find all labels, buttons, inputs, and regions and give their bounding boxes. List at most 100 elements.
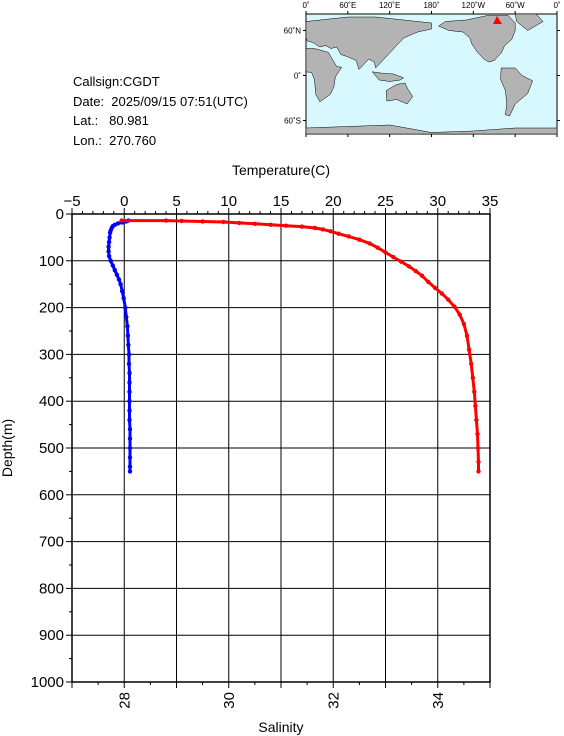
profile-series: [106, 218, 481, 474]
salinity-data-point: [357, 237, 362, 242]
temperature-tick-label: 20: [325, 193, 342, 210]
salinity-data-point: [312, 225, 318, 231]
salinity-data-point: [221, 219, 226, 225]
salinity-tick-label: 30: [221, 692, 238, 709]
salinity-data-point: [469, 361, 474, 366]
salinity-tick-labels: 28 30 32 34: [116, 692, 447, 709]
depth-axis-title: Depth(m): [0, 419, 15, 477]
date-text: Date: 2025/09/15 07:51(UTC): [73, 93, 248, 109]
map-frame: [303, 11, 560, 137]
salinity-data-point: [464, 333, 470, 338]
world-map: 0˚ 60˚E 120˚E 180˚ 120˚W 60˚W 0˚ 60˚N 0˚ 60˚S: [284, 1, 561, 137]
salinity-data-point: [268, 222, 273, 227]
temperature-data-point: [120, 289, 125, 294]
salinity-data-point: [426, 279, 431, 285]
temperature-data-point: [127, 417, 132, 423]
salinity-data-point: [446, 297, 451, 302]
station-marker: [493, 16, 502, 24]
salinity-tick-label: 34: [430, 692, 447, 709]
temperature-tick-label: −5: [63, 193, 80, 210]
temperature-data-point: [126, 352, 132, 357]
temperature-tick-label: 5: [172, 193, 180, 210]
salinity-data-point: [475, 431, 480, 437]
temperature-data-point: [106, 253, 112, 259]
salinity-data-point: [432, 285, 438, 291]
temperature-data-point: [107, 235, 112, 240]
salinity-data-point: [367, 241, 372, 246]
salinity-tick-label: 32: [325, 692, 342, 709]
salinity-data-point: [457, 312, 462, 317]
map-latitude-labels: 60˚N 0˚ 60˚S: [284, 27, 302, 126]
salinity-data-point: [119, 218, 124, 223]
map-latitude-label: 60˚N: [284, 27, 302, 36]
salinity-data-point: [476, 469, 481, 474]
salinity-data-point: [375, 245, 380, 250]
temperature-data-point: [124, 314, 129, 320]
temperature-data-point: [108, 258, 113, 263]
map-longitude-label: 60˚E: [339, 1, 356, 10]
salinity-data-point: [475, 445, 481, 451]
temperature-data-point: [126, 361, 132, 366]
depth-tick-label: 100: [39, 253, 64, 270]
temperature-data-point: [107, 230, 113, 235]
temperature-data-point: [114, 272, 120, 277]
south-america-landmass: [500, 67, 533, 117]
salinity-axis-title: Salinity: [258, 719, 303, 735]
callsign-text: Callsign:CGDT: [73, 74, 160, 89]
depth-tick-label: 700: [39, 534, 64, 551]
salinity-profile-line: [120, 219, 480, 473]
indonesia-landmass: [371, 71, 405, 82]
depth-tick-label: 800: [39, 580, 64, 597]
salinity-data-point: [452, 304, 457, 309]
depth-tick-label: 0: [56, 206, 64, 223]
temperature-tick-label: 0: [120, 193, 128, 210]
salinity-data-point: [237, 220, 242, 226]
temperature-data-point: [127, 408, 132, 413]
map-longitude-label: 60˚W: [506, 1, 526, 10]
temperature-data-point: [127, 469, 133, 474]
map-longitude-label: 180˚: [423, 1, 439, 10]
temperature-tick-label: 35: [482, 193, 499, 210]
depth-tick-label: 300: [39, 346, 64, 363]
temperature-data-point: [127, 380, 132, 385]
temperature-data-point: [127, 389, 132, 394]
depth-tick-label: 600: [39, 487, 64, 504]
temperature-tick-label: 25: [377, 193, 394, 210]
plot-grid: [71, 213, 491, 683]
temperature-axis-title: Temperature(C): [232, 162, 330, 178]
map-longitude-label: 0˚: [302, 1, 309, 10]
salinity-data-point: [320, 227, 325, 232]
temperature-data-point: [106, 249, 111, 254]
temperature-data-point: [126, 342, 131, 348]
temperature-tick-label: 10: [220, 193, 237, 210]
salinity-data-point: [200, 219, 205, 224]
temperature-data-point: [125, 333, 131, 338]
depth-tick-labels: 0 100 200 300 400 500 600 700 800 900 1000: [31, 206, 64, 691]
temperature-data-point: [116, 277, 122, 282]
temperature-data-point: [127, 464, 133, 469]
salinity-data-point: [406, 264, 412, 269]
temperature-data-point: [118, 282, 123, 287]
map-longitude-label: 120˚E: [379, 1, 400, 10]
salinity-data-point: [391, 254, 396, 260]
salinity-data-point: [399, 259, 404, 264]
salinity-data-point: [383, 250, 388, 255]
map-latitude-label: 60˚S: [284, 117, 301, 126]
temperature-data-point: [127, 436, 133, 441]
depth-tick-label: 1000: [31, 674, 64, 691]
salinity-data-point: [470, 375, 475, 380]
temperature-data-point: [112, 268, 118, 273]
salinity-data-point: [163, 218, 169, 223]
salinity-tick-label: 28: [116, 692, 133, 709]
north-america-landmass: [437, 15, 516, 63]
salinity-data-point: [461, 321, 467, 327]
temperature-data-point: [110, 263, 116, 268]
temperature-data-point: [127, 445, 133, 451]
depth-tick-label: 400: [39, 393, 64, 410]
temperature-data-point: [106, 244, 111, 249]
salinity-data-point: [413, 268, 418, 274]
salinity-data-point: [466, 347, 472, 352]
salinity-data-point: [439, 291, 445, 296]
salinity-data-point: [476, 459, 481, 465]
